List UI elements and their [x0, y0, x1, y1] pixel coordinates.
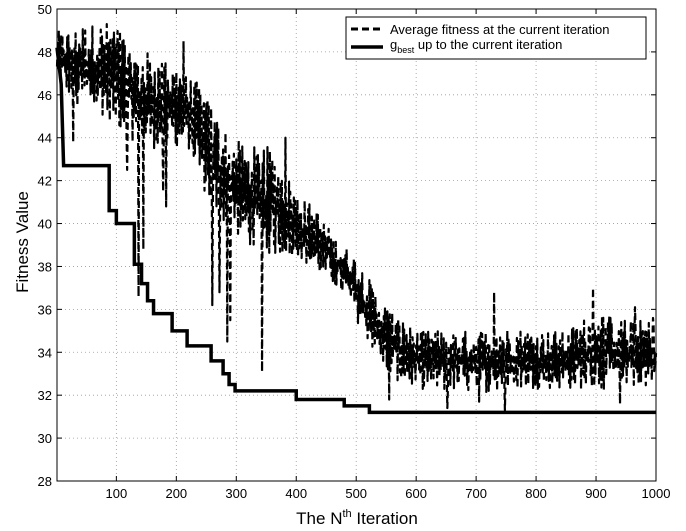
y-tick-label: 42 [38, 174, 52, 189]
x-axis-label: The Nth Iteration [296, 508, 418, 528]
average-fitness-line [55, 22, 658, 412]
x-tick-label: 400 [285, 486, 307, 501]
y-tick-label: 28 [38, 474, 52, 489]
legend-label-average: Average fitness at the current iteration [390, 22, 609, 37]
legend-box [345, 16, 647, 60]
y-tick-label: 36 [38, 302, 52, 317]
y-tick-label: 44 [38, 131, 52, 146]
x-tick-label: 600 [405, 486, 427, 501]
y-axis-label: Fitness Value [13, 191, 32, 293]
x-tick-label: 900 [585, 486, 607, 501]
y-tick-label: 30 [38, 431, 52, 446]
y-tick-label: 48 [38, 45, 52, 60]
y-tick-label: 32 [38, 388, 52, 403]
y-tick-label: 38 [38, 259, 52, 274]
gbest-line [55, 47, 656, 415]
x-tick-label: 300 [225, 486, 247, 501]
x-tick-label: 800 [525, 486, 547, 501]
x-tick-label: 100 [106, 486, 128, 501]
series-average-fitness [55, 22, 658, 412]
x-tick-label: 700 [465, 486, 487, 501]
y-tick-label: 40 [38, 217, 52, 232]
series-gbest [55, 47, 656, 415]
legend: Average fitness at the current iteration… [345, 16, 647, 60]
legend-label-gbest: gbest up to the current iteration [390, 37, 562, 55]
y-tick-label: 50 [38, 2, 52, 17]
x-tick-label: 500 [345, 486, 367, 501]
x-tick-label: 200 [165, 486, 187, 501]
y-tick-label: 34 [38, 345, 52, 360]
y-tick-label: 46 [38, 88, 52, 103]
x-tick-label: 1000 [642, 486, 671, 501]
axis-ticks: 100 200 300 400 500 600 700 800 900 1000 28 30 32 34 3… [38, 2, 671, 501]
